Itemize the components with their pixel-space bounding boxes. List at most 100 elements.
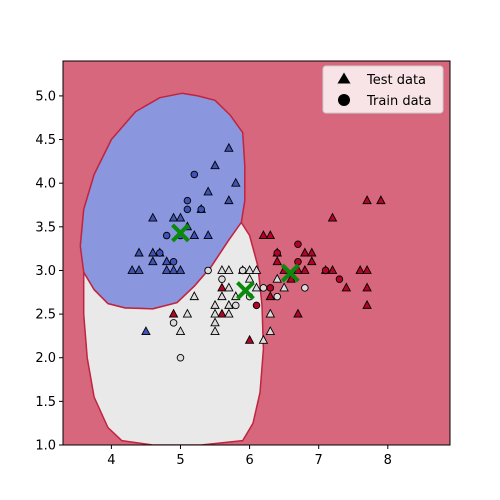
train-point <box>252 301 261 310</box>
test-point <box>210 308 220 318</box>
test-point <box>279 282 289 292</box>
test-point <box>189 230 200 239</box>
test-point <box>224 195 234 205</box>
test-point <box>307 256 317 266</box>
test-point <box>210 299 220 309</box>
train-point <box>169 319 178 327</box>
test-point <box>182 308 193 318</box>
centroid-marker <box>171 223 190 243</box>
test-point <box>161 256 172 266</box>
test-point <box>244 273 255 283</box>
x-tick-label: 4 <box>107 453 115 468</box>
test-point <box>168 308 179 318</box>
y-tick-label: 3.0 <box>35 264 56 279</box>
test-point <box>148 247 158 257</box>
test-point <box>307 247 317 257</box>
test-point <box>175 326 186 335</box>
train-point <box>238 266 247 275</box>
x-tick-label: 5 <box>176 453 184 468</box>
centroid-markers <box>171 223 300 300</box>
test-point <box>244 334 255 344</box>
test-point <box>224 264 234 274</box>
legend-triangle-marker <box>337 72 351 84</box>
test-point <box>189 291 200 301</box>
centroid-marker <box>280 263 300 283</box>
test-point <box>341 282 352 292</box>
test-point <box>148 212 158 222</box>
legend-label-train: Train data <box>366 94 432 109</box>
test-point <box>293 308 303 318</box>
test-point <box>203 186 213 196</box>
test-point <box>168 264 179 274</box>
test-point <box>362 299 372 309</box>
train-point <box>162 231 171 240</box>
test-point <box>362 282 372 292</box>
test-point <box>251 282 262 292</box>
test-point <box>300 264 310 274</box>
test-point <box>217 282 227 292</box>
test-point <box>362 264 372 274</box>
plot-frame <box>62 60 451 446</box>
test-point <box>251 264 262 274</box>
test-point <box>175 212 186 222</box>
test-point <box>134 247 144 257</box>
train-point <box>259 284 268 292</box>
train-point <box>176 353 185 362</box>
train-point <box>197 205 205 214</box>
test-point <box>224 142 234 152</box>
test-point <box>265 230 276 239</box>
train-point <box>273 249 281 257</box>
y-tick-label: 3.5 <box>35 220 56 235</box>
y-tick-label: 2.5 <box>35 308 56 323</box>
test-point <box>272 273 282 283</box>
train-point <box>183 205 192 214</box>
test-point <box>127 264 137 274</box>
y-tick-label: 4.5 <box>35 133 56 148</box>
x-tick-label: 6 <box>245 453 253 468</box>
test-point <box>210 317 220 327</box>
train-point <box>301 284 309 292</box>
test-point <box>327 212 338 222</box>
train-point <box>266 284 275 292</box>
legend-circle-marker <box>338 94 350 106</box>
test-point <box>258 230 269 239</box>
train-point <box>155 249 164 257</box>
test-point <box>231 177 241 187</box>
test-point <box>224 282 234 292</box>
train-point <box>183 196 192 205</box>
test-point <box>265 291 276 301</box>
y-tick-label: 1.0 <box>35 439 56 454</box>
test-point <box>355 264 365 274</box>
y-axis: 1.0 1.5 2.0 2.5 3.0 3.5 4.0 4.5 5.0 <box>35 89 63 454</box>
train-point <box>335 275 344 283</box>
legend-label-test: Test data <box>366 73 426 88</box>
y-tick-label: 4.0 <box>35 177 56 192</box>
test-point <box>210 326 220 335</box>
y-tick-label: 2.0 <box>35 351 56 366</box>
test-point <box>376 195 386 205</box>
train-point <box>169 257 178 266</box>
y-tick-label: 5.0 <box>35 89 56 104</box>
test-point <box>217 291 227 301</box>
test-point <box>217 308 227 318</box>
test-point <box>210 160 220 170</box>
train-point <box>232 301 240 310</box>
train-point <box>190 170 199 179</box>
test-point <box>300 247 310 257</box>
test-point <box>217 264 227 274</box>
centroid-marker <box>236 281 255 300</box>
test-point <box>161 264 172 274</box>
test-point <box>265 308 276 318</box>
test-point <box>224 308 234 318</box>
test-point <box>272 256 282 266</box>
y-tick-label: 1.5 <box>35 395 56 410</box>
test-point <box>175 264 186 274</box>
test-point <box>148 256 158 266</box>
test-point <box>327 264 338 274</box>
train-point <box>321 266 330 275</box>
x-axis: 4 5 6 7 8 <box>107 445 392 468</box>
test-point <box>224 299 234 309</box>
test-point <box>168 212 179 222</box>
legend: Test data Train data <box>322 65 444 114</box>
train-point <box>273 292 281 301</box>
